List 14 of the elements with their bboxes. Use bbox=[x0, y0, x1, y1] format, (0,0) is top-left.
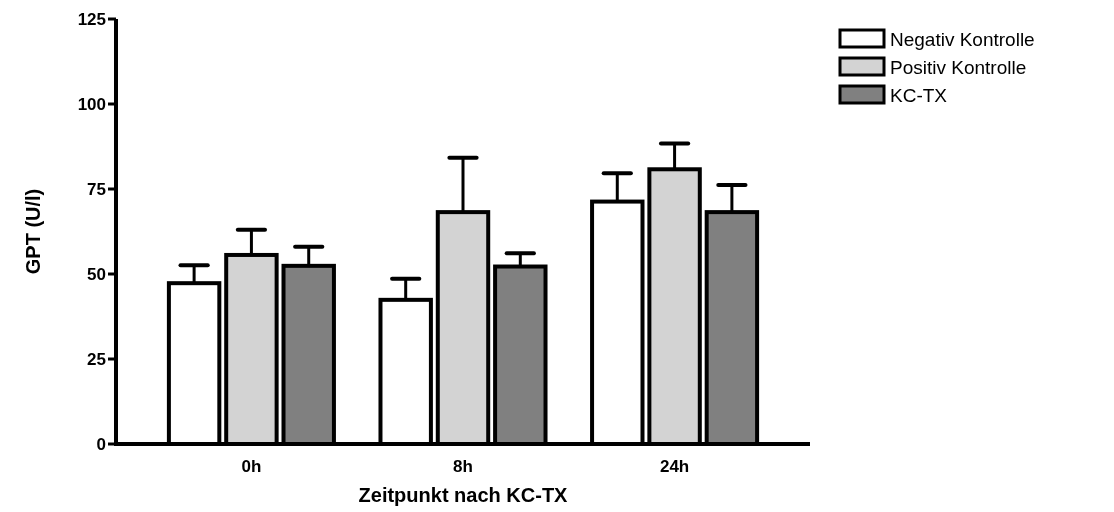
x-tick-label: 24h bbox=[659, 457, 690, 476]
x-axis-title: Zeitpunkt nach KC-TX bbox=[358, 484, 569, 506]
x-tick-label: 0h bbox=[241, 457, 262, 476]
y-tick-label: 25 bbox=[87, 349, 106, 369]
y-tick-label: 0 bbox=[96, 434, 106, 454]
legend-label: Negativ Kontrolle bbox=[890, 28, 1035, 50]
y-tick-label: 50 bbox=[87, 264, 106, 284]
legend-label: KC-TX bbox=[890, 84, 948, 106]
y-tick-label: 100 bbox=[77, 94, 106, 114]
x-tick-label: 8h bbox=[453, 457, 473, 476]
y-tick-label: 75 bbox=[87, 179, 106, 199]
y-tick-label: 125 bbox=[77, 9, 106, 29]
legend-label: Positiv Kontrolle bbox=[890, 56, 1027, 78]
y-axis-title: GPT (U/l) bbox=[22, 188, 44, 275]
